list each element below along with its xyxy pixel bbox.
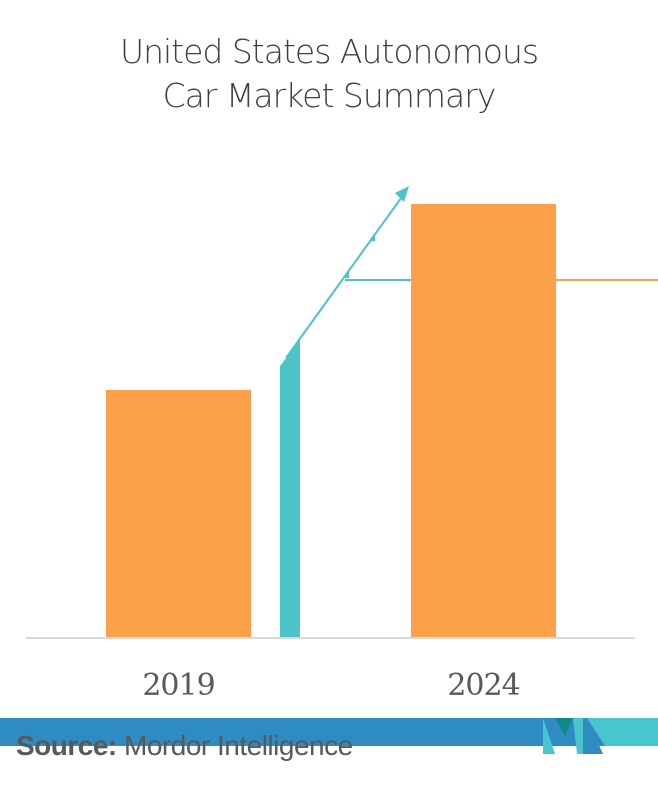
mordor-logo-icon bbox=[543, 718, 617, 754]
chart-title-line-1: United States Autonomous bbox=[119, 32, 539, 71]
x-axis-line bbox=[26, 637, 635, 639]
source-credit: Source: Mordor Intelligence bbox=[16, 730, 353, 762]
arrow-tick-2 bbox=[369, 233, 375, 241]
bar-2019 bbox=[106, 390, 251, 638]
x-label-2024: 2024 bbox=[447, 668, 520, 703]
footer-band-accent bbox=[615, 718, 658, 746]
arrow-tick-1 bbox=[343, 270, 349, 278]
footer-band bbox=[0, 718, 545, 746]
source-label: Source: bbox=[16, 730, 117, 761]
growth-bar bbox=[280, 340, 300, 638]
x-label-2019: 2019 bbox=[142, 668, 215, 703]
bar-2024 bbox=[411, 204, 556, 638]
arrow-head-icon bbox=[395, 186, 409, 202]
chart-title-line-2: Car Market Summary bbox=[162, 76, 497, 115]
chart-title: United States Autonomous Car Market Summ… bbox=[0, 30, 658, 118]
source-name: Mordor Intelligence bbox=[124, 730, 353, 761]
